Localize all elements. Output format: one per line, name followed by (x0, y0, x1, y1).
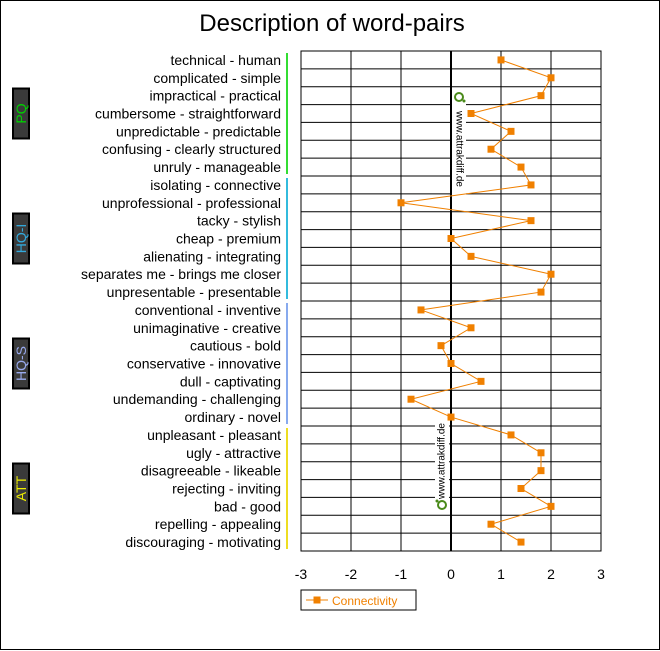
x-tick-label: -3 (295, 566, 308, 582)
word-pair-label: unruly - manageable (153, 159, 281, 175)
word-pair-label: ordinary - novel (185, 409, 282, 425)
series-layer (397, 56, 555, 546)
data-point (537, 449, 545, 457)
data-point (527, 217, 535, 225)
word-pair-label: bad - good (214, 498, 281, 514)
word-pair-label: conservative - innovative (127, 356, 281, 372)
watermark-logo-dot-icon (462, 99, 466, 103)
word-pair-label: ugly - attractive (186, 445, 281, 461)
data-point (507, 127, 515, 135)
word-pair-label: tacky - stylish (197, 213, 281, 229)
word-pair-label: unprofessional - professional (102, 195, 281, 211)
word-pair-label: impractical - practical (150, 88, 281, 104)
data-point (417, 306, 425, 314)
watermark-backdrop (435, 411, 449, 511)
word-pair-label: isolating - connective (150, 177, 281, 193)
data-point (547, 270, 555, 278)
x-tick-label: 2 (547, 566, 555, 582)
data-point (517, 538, 525, 546)
x-tick-label: 1 (497, 566, 505, 582)
watermark-backdrop (452, 94, 466, 204)
data-point (487, 520, 495, 528)
data-point (547, 74, 555, 82)
data-point (467, 252, 475, 260)
word-pair-labels: technical - human complicated - simple imp… (81, 52, 281, 550)
group-label: HQ-I (13, 224, 29, 254)
word-pair-label: discouraging - motivating (125, 534, 281, 550)
dimension-groups: PQ HQ-I HQ-S ATT (12, 53, 288, 549)
data-point (437, 342, 445, 350)
legend-marker (313, 596, 321, 604)
data-point (517, 485, 525, 492)
word-pair-label: dull - captivating (180, 373, 281, 389)
data-point (537, 92, 545, 100)
word-pair-label: separates me - brings me closer (81, 266, 281, 282)
watermark-logo-dot-icon (435, 499, 439, 503)
grid (300, 50, 602, 552)
word-pair-label: unimaginative - creative (133, 320, 281, 336)
watermark-lower: www.attrakdiff.de (435, 411, 449, 511)
word-pair-label: cumbersome - straightforward (95, 106, 281, 122)
x-axis-ticks: -3 -2 -1 0 1 2 3 (295, 566, 605, 582)
word-pair-label: cheap - premium (176, 231, 281, 247)
word-pair-label: cautious - bold (190, 338, 281, 354)
word-pair-label: conventional - inventive (135, 302, 282, 318)
watermark-logo-icon (454, 92, 464, 102)
chart-title: Description of word-pairs (199, 10, 464, 37)
data-point (477, 377, 485, 385)
word-pair-label: rejecting - inviting (172, 481, 281, 497)
word-pair-label: unpredictable - predictable (116, 123, 281, 139)
data-point (537, 467, 545, 475)
group-label: HQ-S (13, 346, 29, 381)
x-tick-label: -1 (395, 566, 408, 582)
word-pair-label: undemanding - challenging (113, 391, 281, 407)
watermarks: www.attrakdiff.de www.attrakdiff.de (435, 92, 466, 511)
data-point (447, 360, 455, 367)
data-point (407, 395, 415, 403)
data-point (497, 56, 505, 64)
legend-label: Connectivity (332, 594, 397, 608)
word-pair-label: disagreeable - likeable (141, 463, 281, 479)
x-tick-label: 0 (447, 566, 455, 582)
data-point (397, 199, 405, 207)
group-label-box (12, 87, 30, 140)
word-pair-label: unpleasant - pleasant (147, 427, 281, 443)
watermark-text: www.attrakdiff.de (437, 423, 448, 500)
group-label-box (12, 212, 30, 265)
group-label: PQ (13, 103, 29, 123)
data-point (447, 413, 455, 421)
watermark-logo-icon (437, 500, 447, 510)
data-point (447, 235, 455, 242)
data-point (467, 324, 475, 332)
word-pair-label: technical - human (170, 52, 281, 68)
legend: Connectivity (300, 589, 417, 611)
data-point (547, 502, 555, 510)
x-tick-label: 3 (597, 566, 605, 582)
x-tick-label: -2 (345, 566, 358, 582)
data-point (517, 163, 525, 171)
word-pair-label: complicated - simple (153, 70, 281, 86)
data-point (537, 288, 545, 296)
group-label: ATT (13, 475, 29, 501)
group-label-box (12, 337, 30, 390)
data-point (507, 431, 515, 439)
group-label-box (12, 462, 30, 515)
data-point (527, 181, 535, 189)
word-pair-label: repelling - appealing (155, 516, 281, 532)
series-line (400, 59, 553, 543)
word-pair-label: alienating - integrating (143, 248, 281, 264)
data-point (487, 145, 495, 153)
data-point (467, 110, 475, 117)
word-pair-label: unpresentable - presentable (107, 284, 282, 300)
legend-box (300, 589, 417, 611)
watermark-text: www.attrakdiff.de (454, 110, 465, 187)
word-pair-label: confusing - clearly structured (102, 141, 281, 157)
